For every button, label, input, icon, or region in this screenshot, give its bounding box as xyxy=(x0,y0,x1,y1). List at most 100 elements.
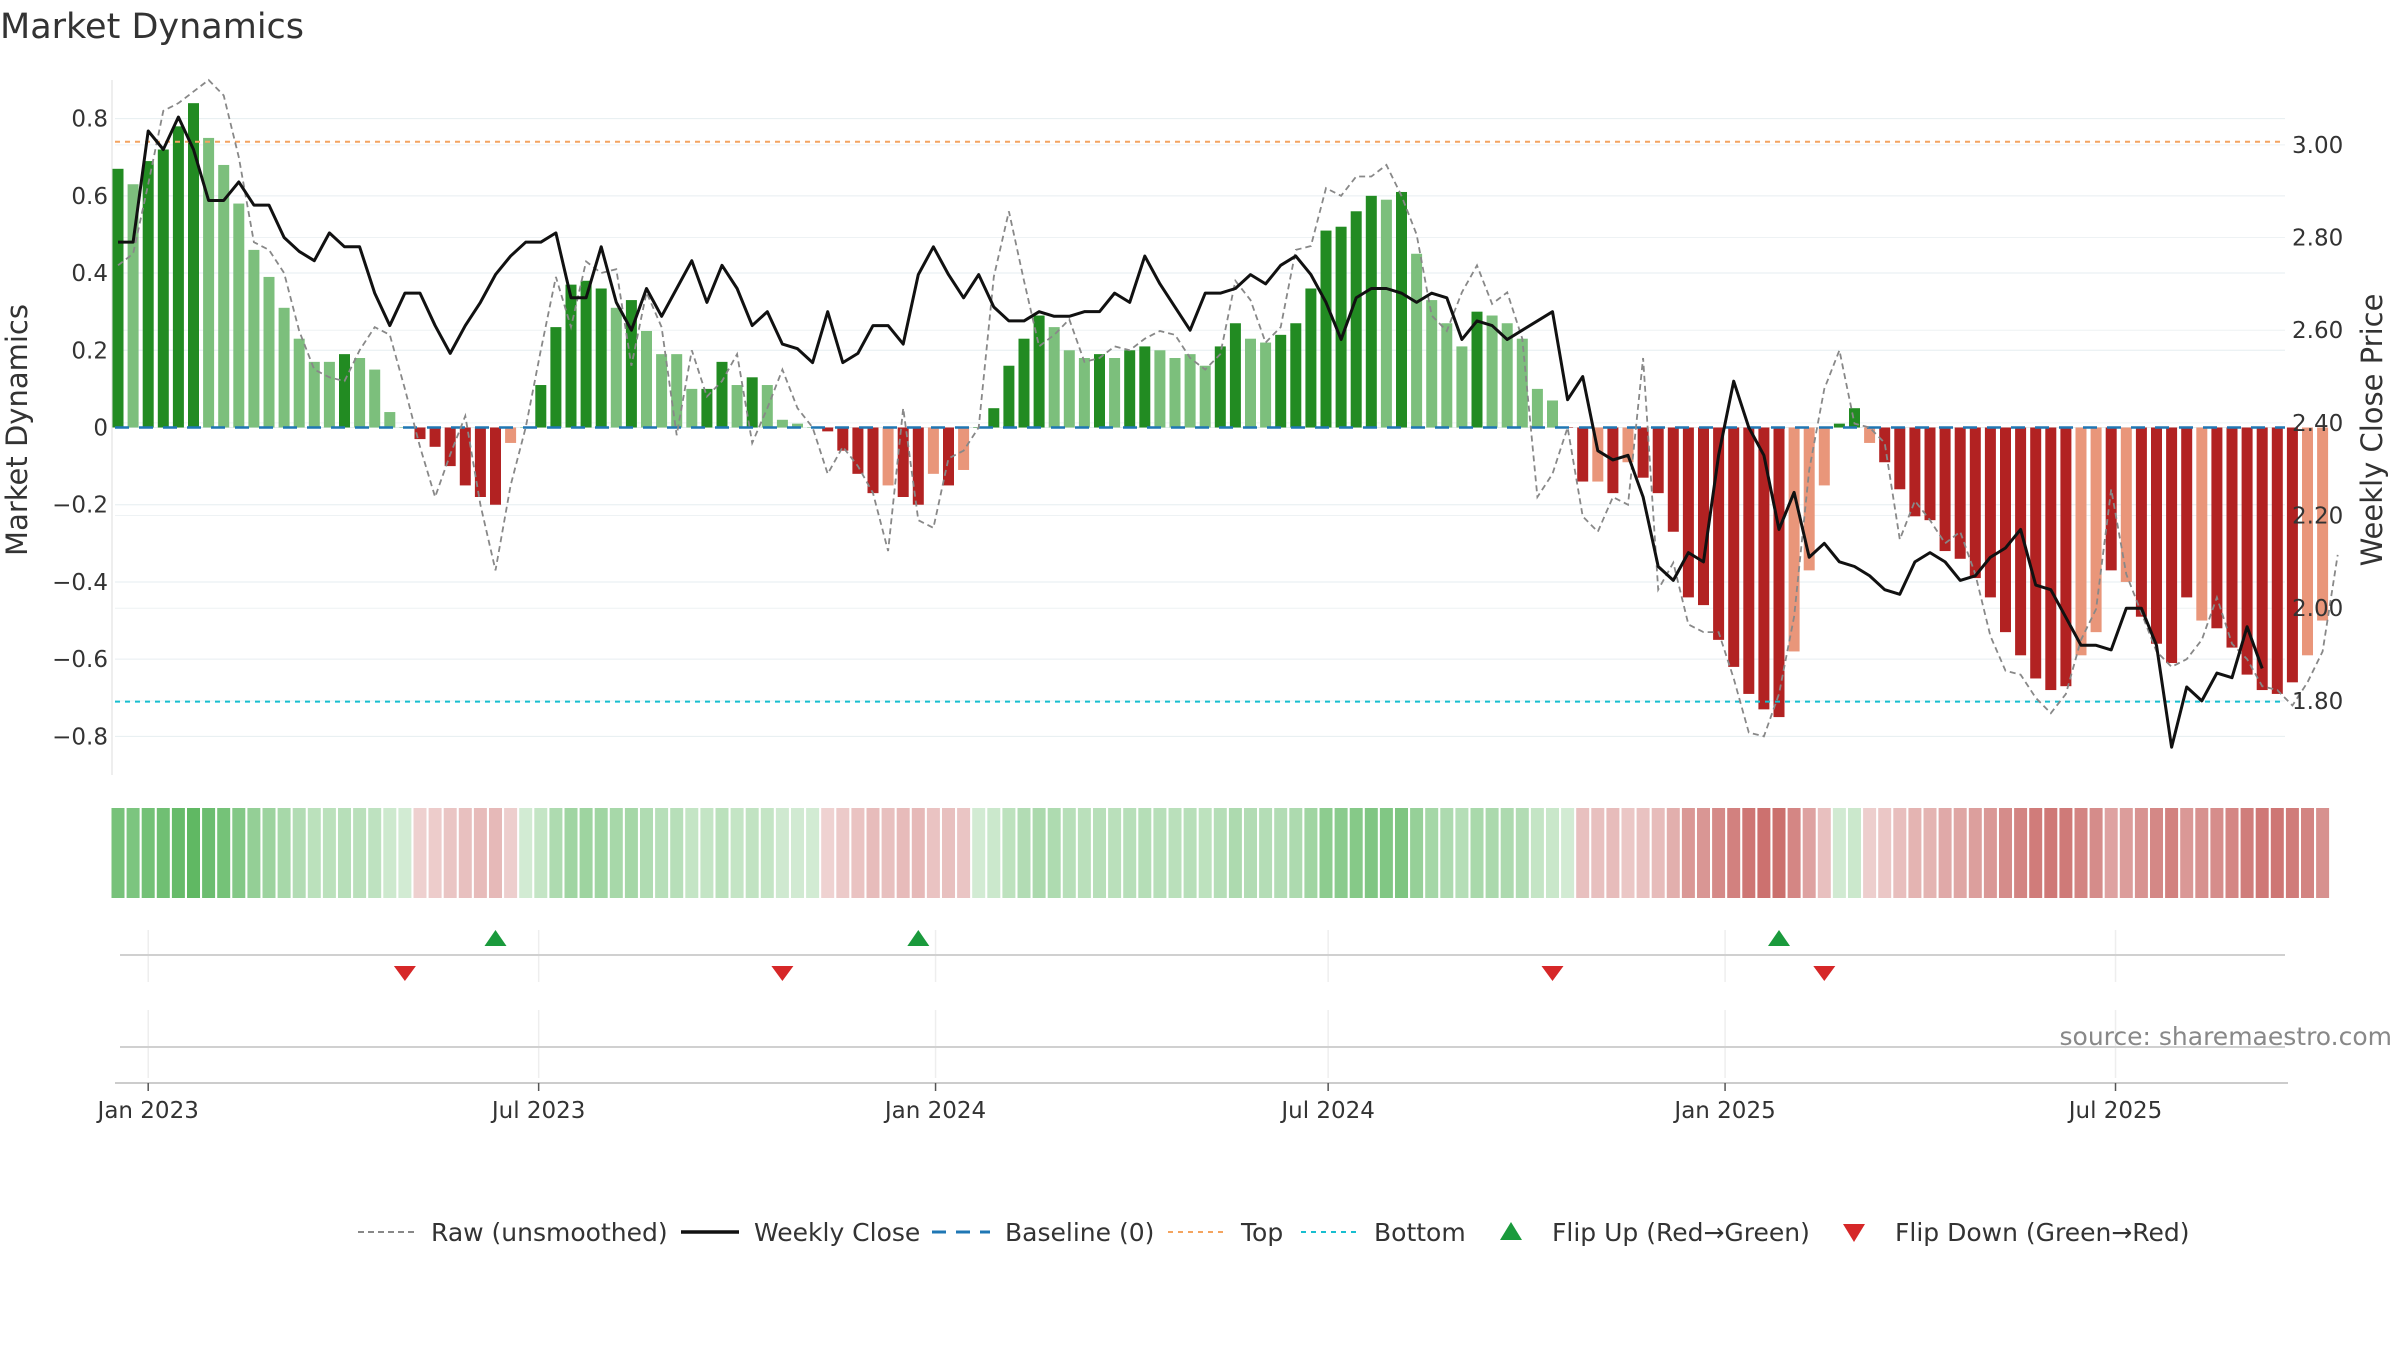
bar xyxy=(1698,427,1709,606)
strip-cell xyxy=(202,808,216,898)
strip-cell xyxy=(836,808,850,898)
strip-cell xyxy=(2165,808,2179,898)
y-tick-label-right: 2.80 xyxy=(2292,226,2343,252)
bar xyxy=(2045,427,2057,691)
bar xyxy=(308,361,320,428)
strip-cell xyxy=(217,808,231,898)
bar xyxy=(746,377,758,428)
bar xyxy=(2015,427,2027,656)
strip-cell xyxy=(1561,808,1575,898)
bar xyxy=(2226,427,2238,648)
bar xyxy=(1214,346,1226,428)
strip-cell xyxy=(806,808,820,898)
strip-cell xyxy=(1787,808,1801,898)
strip-cell xyxy=(1334,808,1348,898)
strip-cell xyxy=(1606,808,1620,898)
bar xyxy=(293,338,305,428)
bar xyxy=(822,427,834,432)
bar xyxy=(2211,427,2223,629)
bar xyxy=(1864,427,1876,443)
bar xyxy=(1803,427,1815,571)
strip-cell xyxy=(2059,808,2073,898)
strip-cell xyxy=(1123,808,1137,898)
bar xyxy=(2241,427,2253,675)
strip-cell xyxy=(458,808,472,898)
strip-cell xyxy=(1228,808,1242,898)
bar xyxy=(1637,427,1649,478)
strip-cell xyxy=(519,808,533,898)
flip-up-marker xyxy=(907,930,930,946)
y-tick-label: 0.8 xyxy=(71,107,108,133)
bar xyxy=(142,161,154,428)
bar xyxy=(172,126,184,428)
bar xyxy=(1245,338,1256,428)
strip-cell xyxy=(1923,808,1937,898)
bar xyxy=(656,354,668,428)
strip-cell xyxy=(655,808,669,898)
bar xyxy=(2151,427,2162,644)
strip-cell xyxy=(1908,808,1922,898)
strip-cell xyxy=(1938,808,1952,898)
strip-cell xyxy=(700,808,714,898)
strip-cell xyxy=(987,808,1001,898)
bar xyxy=(2181,427,2193,598)
strip-cell xyxy=(398,808,412,898)
bar xyxy=(731,385,743,428)
bar xyxy=(1290,323,1302,428)
bar xyxy=(1471,311,1483,428)
x-tick-label: Jul 2024 xyxy=(1279,1098,1375,1124)
bar xyxy=(1094,354,1105,428)
x-tick-label: Jan 2023 xyxy=(96,1098,199,1124)
strip-cell xyxy=(1757,808,1771,898)
bar xyxy=(1577,427,1589,482)
strip-cell xyxy=(972,808,986,898)
bar xyxy=(444,427,456,467)
strip-cell xyxy=(2285,808,2299,898)
strip-cell xyxy=(2301,808,2314,898)
strip-cell xyxy=(1651,808,1665,898)
bar xyxy=(535,385,547,428)
strip-cell xyxy=(624,808,638,898)
bar xyxy=(1622,427,1634,463)
strip-cell xyxy=(1546,808,1559,898)
strip-cell xyxy=(2195,808,2209,898)
strip-cell xyxy=(2270,808,2284,898)
strip-cell xyxy=(609,808,623,898)
bar xyxy=(2166,427,2178,664)
legend-label: Top xyxy=(1240,1218,1283,1247)
strip-cell xyxy=(534,808,548,898)
bars-layer xyxy=(112,103,2329,718)
bar xyxy=(505,427,517,443)
bar xyxy=(1305,288,1317,428)
strip-cell xyxy=(791,808,804,898)
bar xyxy=(1078,358,1090,428)
bar xyxy=(1516,338,1528,428)
legend-label: Baseline (0) xyxy=(1005,1218,1154,1247)
bar xyxy=(1426,300,1438,428)
bar xyxy=(1396,191,1407,428)
strip-cell xyxy=(1440,808,1454,898)
bar xyxy=(1365,195,1377,428)
strip-cell xyxy=(1999,808,2012,898)
strip-cell xyxy=(1244,808,1257,898)
bar xyxy=(474,427,486,497)
bar xyxy=(641,330,652,428)
bar xyxy=(1229,323,1241,428)
bar xyxy=(958,427,970,470)
bar xyxy=(1909,427,1921,517)
y-tick-label-right: 2.60 xyxy=(2292,318,2343,344)
bar xyxy=(701,388,713,428)
legend-swatch-flip-down xyxy=(1843,1224,1865,1242)
y-tick-label: 0 xyxy=(93,416,108,442)
strip-cell xyxy=(1636,808,1650,898)
bar xyxy=(1033,315,1045,428)
strip-cell xyxy=(1591,808,1605,898)
strip-cell xyxy=(1530,808,1544,898)
strip-cell xyxy=(1968,808,1982,898)
strip-cell xyxy=(2180,808,2194,898)
strip-cell xyxy=(292,808,306,898)
bar xyxy=(550,327,562,428)
strip-cell xyxy=(1953,808,1967,898)
strip-cell xyxy=(715,808,729,898)
strip-cell xyxy=(383,808,397,898)
